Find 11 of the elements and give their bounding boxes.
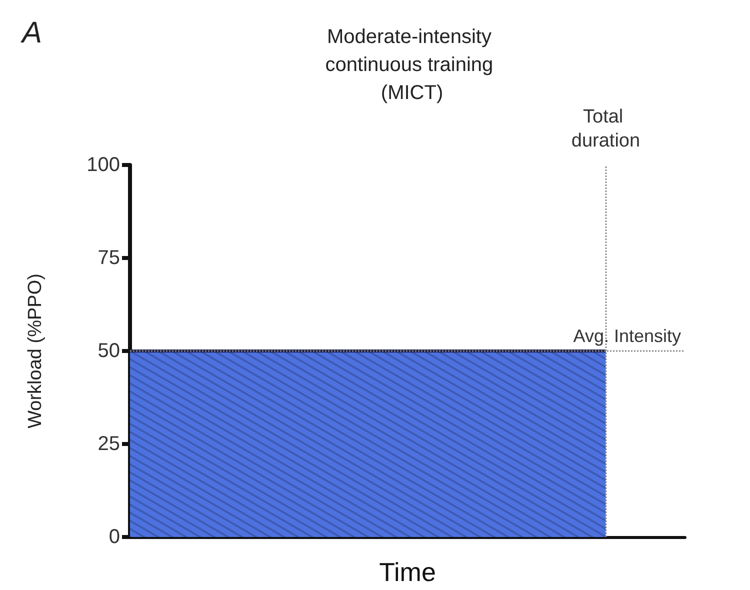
y-tick-label: 0 bbox=[108, 526, 120, 548]
text: A bbox=[20, 16, 42, 50]
chart-title: Moderate-intensity continuous training (MICT) bbox=[325, 26, 499, 104]
text: Total duration bbox=[571, 106, 640, 152]
y-axis-title: Workload (%PPO) bbox=[25, 274, 46, 428]
y-tick-label: 50 bbox=[98, 340, 120, 362]
ref-line-label: Avg. Intensity bbox=[573, 326, 681, 346]
y-tick-label: 25 bbox=[98, 433, 120, 455]
x-axis-title: Time bbox=[379, 557, 436, 587]
y-tick-label: 100 bbox=[86, 154, 120, 176]
y-tick-label: 75 bbox=[98, 247, 120, 269]
